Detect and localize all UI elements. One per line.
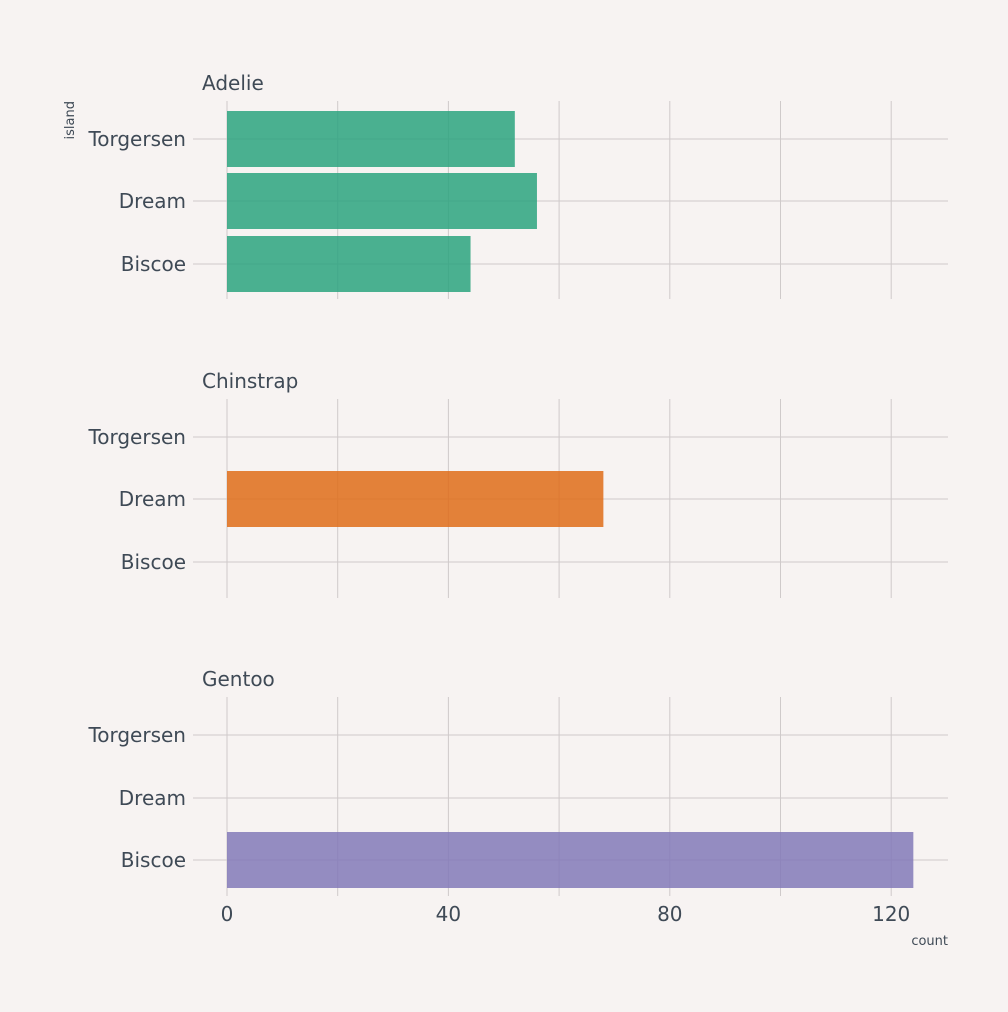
y-tick-label: Biscoe xyxy=(121,550,186,574)
facet-title-adelie: Adelie xyxy=(202,71,264,95)
y-tick-label: Dream xyxy=(119,487,186,511)
y-tick-label: Biscoe xyxy=(121,848,186,872)
bar-adelie-biscoe xyxy=(227,236,471,292)
x-tick-label: 80 xyxy=(657,902,682,926)
bar-gentoo-biscoe xyxy=(227,832,914,888)
x-tick-label: 120 xyxy=(872,902,910,926)
bar-adelie-dream xyxy=(227,173,537,229)
bar-adelie-torgersen xyxy=(227,111,515,167)
y-tick-label: Torgersen xyxy=(87,127,186,151)
y-axis-title: island xyxy=(63,101,78,139)
x-tick-label: 0 xyxy=(221,902,234,926)
y-tick-label: Dream xyxy=(119,786,186,810)
y-tick-label: Biscoe xyxy=(121,252,186,276)
x-axis-title: count xyxy=(911,934,948,949)
x-tick-label: 40 xyxy=(436,902,461,926)
y-tick-label: Torgersen xyxy=(87,723,186,747)
y-tick-label: Torgersen xyxy=(87,425,186,449)
y-tick-label: Dream xyxy=(119,189,186,213)
bar-chinstrap-dream xyxy=(227,471,604,527)
facet-title-gentoo: Gentoo xyxy=(202,667,275,691)
facet-title-chinstrap: Chinstrap xyxy=(202,369,298,393)
